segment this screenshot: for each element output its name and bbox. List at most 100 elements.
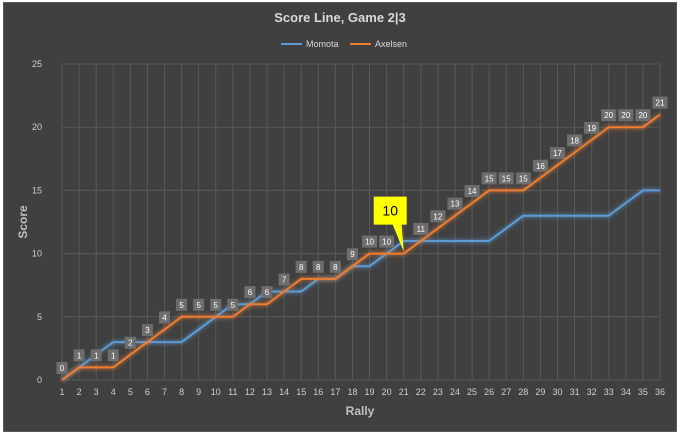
x-tick-label: 9 <box>196 387 201 397</box>
data-label-text: 15 <box>502 174 511 183</box>
data-label-box <box>176 298 188 311</box>
x-tick-label: 26 <box>484 387 494 397</box>
data-label-box <box>278 273 290 286</box>
x-tick-label: 21 <box>399 387 409 397</box>
x-tick-label: 27 <box>501 387 511 397</box>
y-tick-label: 10 <box>32 249 42 259</box>
callout-annotation: 10 <box>373 196 407 252</box>
data-label-box <box>295 260 307 273</box>
data-label: 8 <box>329 260 341 273</box>
data-label-box <box>549 147 565 160</box>
data-label-box <box>635 109 651 122</box>
data-label: 17 <box>549 147 565 160</box>
data-label: 15 <box>481 172 497 185</box>
x-tick-label: 1 <box>59 387 64 397</box>
data-label: 3 <box>141 324 153 337</box>
data-label-box <box>329 260 341 273</box>
data-label: 1 <box>107 349 119 362</box>
data-label: 1 <box>73 349 85 362</box>
data-label-box <box>567 134 583 147</box>
y-axis-title: Score <box>16 205 30 239</box>
data-label-box <box>56 362 68 374</box>
x-tick-label: 34 <box>621 387 631 397</box>
data-label-box <box>379 235 395 248</box>
data-label: 5 <box>176 298 188 311</box>
data-label-text: 5 <box>179 301 184 310</box>
data-label-text: 5 <box>214 301 219 310</box>
data-label: 13 <box>447 197 463 210</box>
x-tick-label: 35 <box>638 387 648 397</box>
data-label-text: 7 <box>282 276 287 285</box>
data-label-box <box>601 109 617 122</box>
data-label: 20 <box>601 109 617 122</box>
x-tick-label: 14 <box>279 387 289 397</box>
data-label-text: 1 <box>77 351 82 360</box>
data-label-text: 3 <box>145 326 150 335</box>
data-label: 10 <box>362 235 378 248</box>
data-label-text: 4 <box>162 313 167 322</box>
data-label-box <box>107 349 119 362</box>
x-tick-label: 28 <box>518 387 528 397</box>
data-label: 20 <box>635 109 651 122</box>
data-label: 8 <box>312 260 324 273</box>
x-tick-label: 33 <box>604 387 614 397</box>
x-tick-label: 23 <box>433 387 443 397</box>
data-label-text: 18 <box>570 136 579 145</box>
data-label-text: 16 <box>536 162 545 171</box>
data-label-text: 13 <box>451 200 460 209</box>
data-label-text: 2 <box>128 339 133 348</box>
data-label-text: 6 <box>248 288 253 297</box>
data-label-box <box>124 336 136 349</box>
data-label-text: 10 <box>382 238 391 247</box>
data-label-box <box>430 210 446 223</box>
data-label: 6 <box>244 286 256 299</box>
data-label: 15 <box>498 172 514 185</box>
x-tick-label: 10 <box>211 387 221 397</box>
grid <box>61 63 661 381</box>
data-label-text: 14 <box>468 187 477 196</box>
data-label: 12 <box>430 210 446 223</box>
y-tick-label: 15 <box>32 185 42 195</box>
x-tick-label: 29 <box>535 387 545 397</box>
x-tick-label: 36 <box>655 387 665 397</box>
data-label: 9 <box>346 248 358 261</box>
data-label-box <box>261 286 273 299</box>
y-tick-label: 25 <box>32 59 42 69</box>
data-label-text: 19 <box>587 124 596 133</box>
data-label: 5 <box>193 298 205 311</box>
x-axis-title: Rally <box>346 404 375 418</box>
data-label-text: 6 <box>265 288 270 297</box>
data-label-box <box>73 349 85 362</box>
x-tick-label: 4 <box>111 387 116 397</box>
data-label-box <box>244 286 256 299</box>
data-label-text: 11 <box>417 225 426 234</box>
data-label-box <box>481 172 497 185</box>
data-label: 2 <box>124 336 136 349</box>
data-label-box <box>210 298 222 311</box>
callout-shape <box>373 196 407 252</box>
x-tick-label: 7 <box>162 387 167 397</box>
data-label: 19 <box>584 121 600 134</box>
x-tick-label: 32 <box>587 387 597 397</box>
x-tick-label: 31 <box>570 387 580 397</box>
legend-axelsen-label: Axelsen <box>375 39 407 49</box>
x-tick-label: 6 <box>145 387 150 397</box>
data-label-text: 15 <box>485 174 494 183</box>
series-line-axelsen <box>61 113 661 381</box>
data-label-text: 0 <box>60 364 65 373</box>
data-label-text: 20 <box>604 111 613 120</box>
y-tick-label: 0 <box>37 375 42 385</box>
data-label-text: 10 <box>365 238 374 247</box>
data-label-box <box>532 159 548 172</box>
data-label-box <box>618 109 634 122</box>
data-label: 11 <box>413 222 429 235</box>
data-label-text: 1 <box>94 351 99 360</box>
data-label: 20 <box>618 109 634 122</box>
data-label-text: 20 <box>621 111 630 120</box>
data-label-box <box>447 197 463 210</box>
x-tick-label: 25 <box>467 387 477 397</box>
data-label-box <box>584 121 600 134</box>
data-label: 21 <box>652 96 668 109</box>
legend: Momota Axelsen <box>281 39 407 49</box>
